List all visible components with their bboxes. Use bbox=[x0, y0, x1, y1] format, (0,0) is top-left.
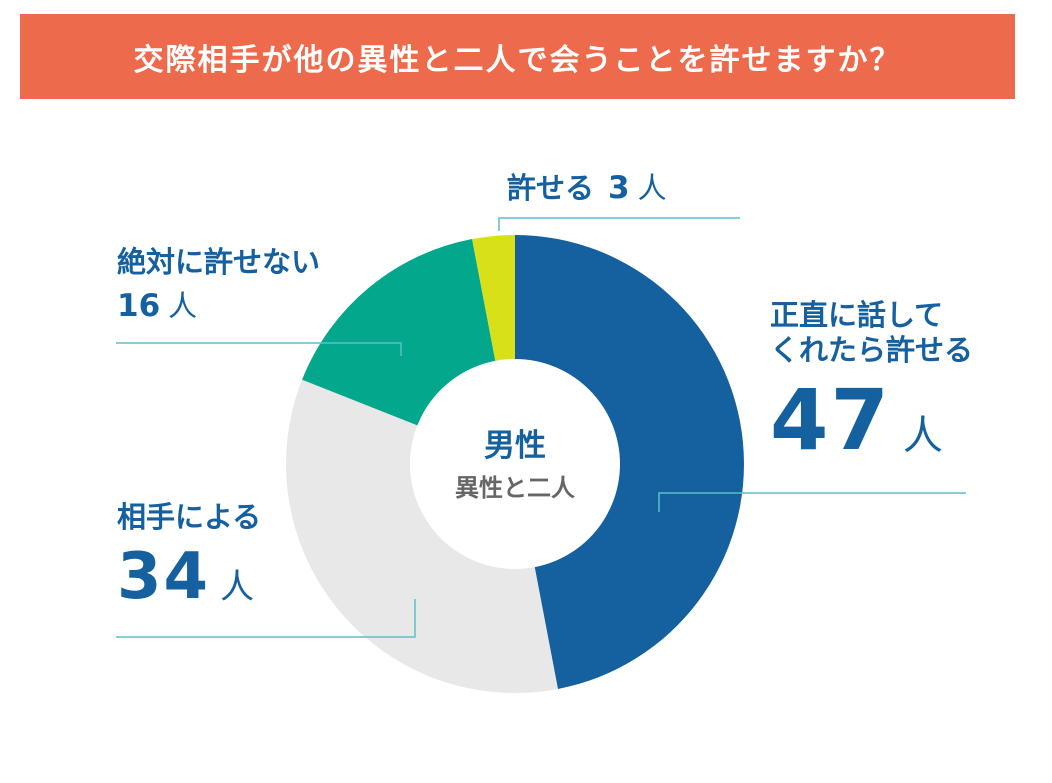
label-never-unit: 人 bbox=[168, 288, 198, 323]
label-honest-unit: 人 bbox=[902, 412, 943, 459]
label-honest-value: 47 bbox=[770, 370, 891, 469]
label-never-line1: 絶対に許せない bbox=[117, 245, 321, 279]
label-never-value-row: 16 人 bbox=[117, 288, 320, 325]
center-sub-label: 異性と二人 bbox=[455, 474, 575, 502]
leader-line-ok bbox=[498, 217, 740, 231]
label-honest-value-row: 47 人 bbox=[770, 370, 973, 471]
leader-line-honest bbox=[658, 492, 966, 512]
label-depends-value-row: 34 人 bbox=[117, 539, 261, 616]
label-ok-value: 3 bbox=[608, 170, 630, 206]
leader-lines bbox=[116, 217, 966, 638]
label-depends-value: 34 bbox=[117, 539, 211, 614]
donut-hole bbox=[410, 359, 620, 569]
label-ok-line1: 許せる bbox=[507, 171, 595, 205]
label-depends-unit: 人 bbox=[220, 566, 255, 607]
label-depends: 相手による 34 人 bbox=[117, 500, 261, 616]
label-never: 絶対に許せない 16 人 bbox=[117, 245, 320, 325]
title-banner: 交際相手が他の異性と二人で会うことを許せますか？ bbox=[20, 14, 1015, 99]
slice-1 bbox=[515, 235, 744, 689]
label-ok-unit: 人 bbox=[637, 171, 667, 205]
label-never-value: 16 bbox=[117, 287, 161, 324]
label-depends-line1: 相手による bbox=[117, 500, 262, 534]
chart-title: 交際相手が他の異性と二人で会うことを許せますか？ bbox=[133, 42, 902, 78]
label-ok: 許せる 3 人 bbox=[507, 170, 667, 207]
label-honest-line2: くれたら許せる bbox=[770, 332, 974, 367]
leader-line-depends bbox=[116, 599, 416, 638]
label-honest: 正直に話して くれたら許せる 47 人 bbox=[770, 298, 973, 470]
center-main-label: 男性 bbox=[484, 428, 546, 464]
leader-line-never bbox=[116, 342, 402, 356]
label-honest-line1: 正直に話して bbox=[770, 298, 944, 332]
